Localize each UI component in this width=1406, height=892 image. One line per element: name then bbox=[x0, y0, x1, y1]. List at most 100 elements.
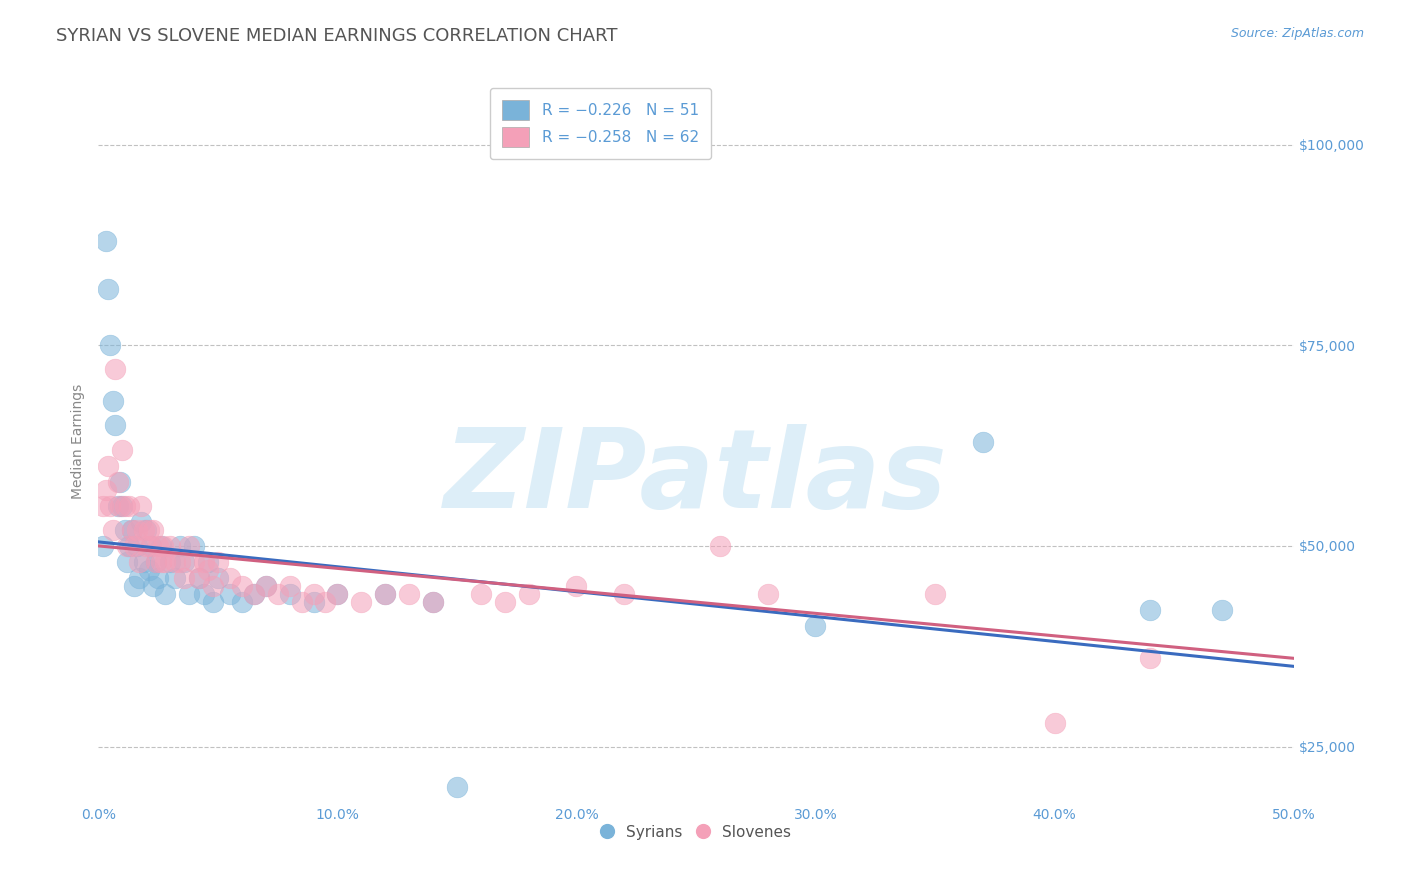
Point bbox=[159, 555, 181, 569]
Point bbox=[101, 394, 124, 409]
Point bbox=[183, 539, 205, 553]
Point bbox=[231, 595, 253, 609]
Point bbox=[1043, 715, 1066, 730]
Legend: Syrians, Slovenes: Syrians, Slovenes bbox=[595, 819, 797, 846]
Point bbox=[179, 587, 201, 601]
Point bbox=[254, 579, 277, 593]
Point bbox=[145, 555, 167, 569]
Point bbox=[494, 595, 516, 609]
Point bbox=[187, 571, 209, 585]
Point bbox=[128, 571, 150, 585]
Point bbox=[124, 539, 146, 553]
Y-axis label: Median Earnings: Median Earnings bbox=[70, 384, 84, 500]
Point bbox=[149, 539, 172, 553]
Point bbox=[422, 595, 444, 609]
Point bbox=[149, 555, 172, 569]
Point bbox=[183, 555, 205, 569]
Point bbox=[197, 555, 219, 569]
Point bbox=[142, 579, 165, 593]
Point bbox=[202, 595, 225, 609]
Point bbox=[207, 555, 229, 569]
Point bbox=[94, 234, 117, 248]
Point bbox=[163, 571, 186, 585]
Point bbox=[169, 555, 191, 569]
Point bbox=[91, 499, 114, 513]
Point bbox=[131, 515, 153, 529]
Point bbox=[1139, 603, 1161, 617]
Point bbox=[187, 571, 209, 585]
Point bbox=[254, 579, 277, 593]
Point bbox=[104, 418, 127, 433]
Point bbox=[111, 499, 134, 513]
Point bbox=[302, 587, 325, 601]
Point bbox=[135, 523, 157, 537]
Point bbox=[97, 282, 120, 296]
Point bbox=[219, 571, 242, 585]
Point bbox=[159, 539, 181, 553]
Point bbox=[138, 563, 160, 577]
Point bbox=[132, 523, 155, 537]
Point bbox=[709, 539, 731, 553]
Point bbox=[148, 571, 170, 585]
Point bbox=[98, 499, 122, 513]
Point bbox=[169, 539, 191, 553]
Point bbox=[114, 499, 136, 513]
Point bbox=[278, 587, 301, 601]
Point bbox=[101, 523, 124, 537]
Point bbox=[517, 587, 540, 601]
Point bbox=[97, 458, 120, 473]
Point bbox=[193, 587, 215, 601]
Point bbox=[107, 499, 129, 513]
Point bbox=[924, 587, 946, 601]
Point bbox=[91, 539, 114, 553]
Text: ZIPatlas: ZIPatlas bbox=[444, 425, 948, 531]
Point bbox=[291, 595, 314, 609]
Point bbox=[132, 555, 155, 569]
Point bbox=[326, 587, 349, 601]
Point bbox=[118, 499, 141, 513]
Point bbox=[374, 587, 396, 601]
Point bbox=[202, 579, 225, 593]
Point bbox=[193, 555, 215, 569]
Point bbox=[163, 555, 186, 569]
Point bbox=[1211, 603, 1233, 617]
Point bbox=[124, 579, 146, 593]
Point bbox=[114, 523, 136, 537]
Point bbox=[152, 539, 174, 553]
Point bbox=[139, 539, 162, 553]
Point bbox=[115, 539, 138, 553]
Point bbox=[470, 587, 492, 601]
Point bbox=[350, 595, 373, 609]
Point bbox=[131, 499, 153, 513]
Text: Source: ZipAtlas.com: Source: ZipAtlas.com bbox=[1230, 27, 1364, 40]
Point bbox=[804, 619, 827, 633]
Point bbox=[121, 523, 143, 537]
Point bbox=[135, 539, 157, 553]
Point bbox=[118, 539, 141, 553]
Point bbox=[155, 555, 177, 569]
Point bbox=[98, 338, 122, 352]
Point bbox=[125, 539, 148, 553]
Point bbox=[302, 595, 325, 609]
Point bbox=[108, 475, 131, 489]
Point bbox=[613, 587, 636, 601]
Point bbox=[278, 579, 301, 593]
Point bbox=[243, 587, 266, 601]
Point bbox=[207, 571, 229, 585]
Point bbox=[125, 523, 148, 537]
Point bbox=[104, 362, 127, 376]
Point bbox=[179, 539, 201, 553]
Point bbox=[267, 587, 290, 601]
Point bbox=[139, 539, 162, 553]
Point bbox=[121, 523, 143, 537]
Point bbox=[398, 587, 420, 601]
Point bbox=[145, 555, 167, 569]
Point bbox=[1139, 651, 1161, 665]
Point bbox=[197, 563, 219, 577]
Point bbox=[108, 499, 131, 513]
Point bbox=[111, 442, 134, 457]
Point bbox=[565, 579, 588, 593]
Point bbox=[94, 483, 117, 497]
Point bbox=[315, 595, 337, 609]
Point bbox=[173, 555, 195, 569]
